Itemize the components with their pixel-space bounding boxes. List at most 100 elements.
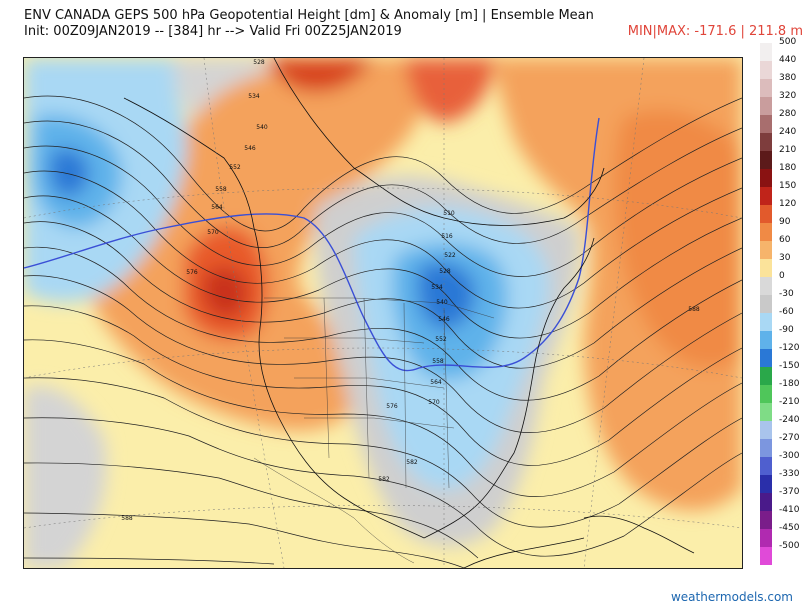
legend-swatch [760,439,772,457]
legend-label: 150 [779,181,797,191]
contour-label: 558 [215,186,227,193]
contour-label: 546 [438,316,450,323]
legend-swatch [760,457,772,475]
legend-swatch [760,97,772,115]
legend-label: 440 [779,55,797,65]
contour-label: 510 [443,210,455,217]
contour-label: 540 [256,124,268,131]
legend-entry: -30 [757,289,807,313]
legend-entry: -370 [757,487,807,511]
legend-label: 60 [779,235,791,245]
contour-label: 588 [688,306,700,313]
legend-label: 500 [779,37,797,47]
political-borders [253,297,495,564]
legend-entry: 280 [757,109,807,133]
legend-entry: 210 [757,145,807,169]
legend-entry: 150 [757,181,807,205]
legend-entry: -410 [757,505,807,529]
contour-label: 564 [211,204,223,211]
contour-label: 582 [406,459,418,466]
legend-entry: 500 [757,37,807,61]
legend-entry: -60 [757,307,807,331]
contour-label: 528 [439,268,451,275]
legend-swatch [760,403,772,421]
min-max-readout: MIN|MAX: -171.6 | 211.8 m [627,24,803,39]
legend-label: -450 [779,523,800,533]
legend-swatch [760,331,772,349]
highlight-contour [24,117,600,372]
legend-label: 320 [779,91,797,101]
legend-label: 120 [779,199,797,209]
contour-label: 528 [253,59,265,66]
map-canvas: 522 528 534 540 546 552 558 564 570 576 582 588 510 5… [24,58,742,568]
legend-entry: 440 [757,55,807,79]
legend-swatch [760,187,772,205]
legend-label: 30 [779,253,791,263]
contour-label: 534 [248,93,260,100]
legend-label: 380 [779,73,797,83]
legend-label: -60 [779,307,794,317]
legend-label: -30 [779,289,794,299]
legend-swatch [760,547,772,565]
legend-swatch [760,421,772,439]
legend-entry: 380 [757,73,807,97]
legend-entry: -270 [757,433,807,457]
contour-label: 534 [431,284,443,291]
legend-entry: -450 [757,523,807,547]
legend-entry: 60 [757,235,807,259]
legend-label: -150 [779,361,800,371]
legend-swatch [760,349,772,367]
legend-label: -180 [779,379,800,389]
legend-swatch [760,367,772,385]
legend-label: -300 [779,451,800,461]
legend-swatch [760,295,772,313]
contour-label: 540 [436,299,448,306]
contour-labels: 522 528 534 540 546 552 558 564 570 576 582 588 510 5… [121,59,700,522]
contour-label: 588 [121,515,133,522]
legend-swatch [760,61,772,79]
contour-label: 570 [428,399,440,406]
legend-label: 280 [779,109,797,119]
legend-entry: -300 [757,451,807,475]
legend-label: -90 [779,325,794,335]
legend-entry: 120 [757,199,807,223]
legend-label: -330 [779,469,800,479]
legend-label: 240 [779,127,797,137]
legend-entry: -180 [757,379,807,403]
legend-label: 90 [779,217,791,227]
legend-label: -120 [779,343,800,353]
legend-label: 0 [779,271,785,281]
contour-label: 576 [186,269,198,276]
contour-label: 552 [435,336,447,343]
legend-entry: 240 [757,127,807,151]
legend-entry: 0 [757,271,807,295]
legend-label: -500 [779,541,800,551]
legend-swatch [760,115,772,133]
contour-label: 558 [432,358,444,365]
legend-swatch [760,43,772,61]
height-contours [24,95,742,568]
legend-entry: 30 [757,253,807,277]
contour-label: 546 [244,145,256,152]
legend-entry: 90 [757,217,807,241]
legend-entry: -150 [757,361,807,385]
legend-label: -410 [779,505,800,515]
legend-swatch [760,475,772,493]
legend-swatch [760,151,772,169]
legend-entry: -330 [757,469,807,493]
contour-label: 564 [430,379,442,386]
legend-swatch [760,385,772,403]
legend-entry: -210 [757,397,807,421]
legend-entry: 320 [757,91,807,115]
legend-swatch [760,277,772,295]
contour-label: 516 [441,233,453,240]
legend-swatch [760,133,772,151]
map-title: ENV CANADA GEPS 500 hPa Geopotential Hei… [24,8,594,23]
legend-swatch [760,259,772,277]
legend-swatch [760,241,772,259]
contour-label: 576 [386,403,398,410]
legend-swatch [760,529,772,547]
map-subtitle: Init: 00Z09JAN2019 -- [384] hr --> Valid… [24,24,402,39]
legend-swatch [760,205,772,223]
legend-swatch [760,169,772,187]
